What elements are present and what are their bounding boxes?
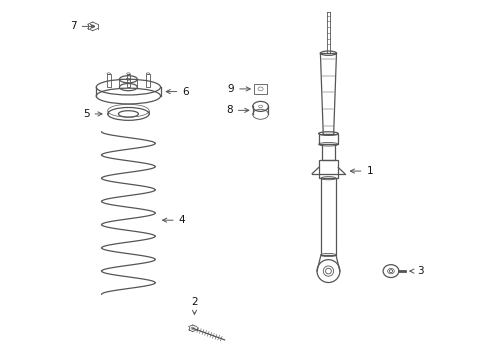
Bar	[126, 73, 130, 87]
Text: 1: 1	[349, 166, 372, 176]
Text: 9: 9	[227, 84, 250, 94]
Bar	[318, 134, 338, 144]
Bar	[318, 160, 338, 178]
Text: 5: 5	[83, 109, 102, 119]
Text: 8: 8	[226, 105, 248, 115]
Text: 6: 6	[166, 87, 188, 96]
Bar	[254, 84, 266, 94]
Text: 3: 3	[409, 266, 423, 276]
Bar	[320, 178, 335, 255]
Bar	[321, 144, 335, 160]
Text: 2: 2	[191, 297, 198, 314]
Bar	[146, 73, 149, 87]
Bar	[107, 73, 110, 87]
Text: 4: 4	[163, 215, 185, 225]
Text: 7: 7	[70, 21, 94, 31]
